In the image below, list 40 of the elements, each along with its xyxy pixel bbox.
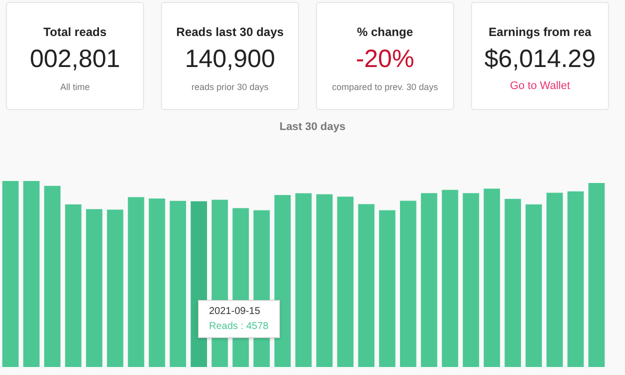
- bar: [274, 194, 291, 367]
- bar: [44, 186, 60, 367]
- bar: [379, 210, 396, 367]
- bar: [462, 193, 480, 367]
- bar: [23, 181, 40, 367]
- bar: [400, 200, 416, 367]
- bar: [358, 204, 374, 367]
- text: All time: [59, 82, 91, 92]
- bar: [2, 181, 19, 367]
- text: Earnings from rea: [488, 25, 592, 39]
- bar: [337, 196, 354, 367]
- chart-title: Last 30 days: [278, 121, 347, 133]
- bar: [420, 193, 438, 367]
- bar: [170, 200, 186, 367]
- bar: [588, 183, 605, 367]
- text: -20%: [354, 45, 416, 74]
- bar: [442, 190, 458, 367]
- bar: [128, 197, 144, 367]
- text: Reads last 30 days: [175, 25, 285, 39]
- annotation: 2021-09-15: [209, 306, 262, 317]
- bar: [567, 191, 584, 367]
- text: compared to prev. 30 days: [331, 82, 439, 92]
- annotation: Reads : 4578: [209, 321, 268, 332]
- bar: [86, 209, 102, 367]
- text: Go to Wallet: [508, 80, 572, 92]
- text: 140,900: [184, 45, 276, 74]
- text: Total reads: [42, 25, 108, 39]
- bar: [148, 198, 166, 367]
- text: $6,014.29: [483, 45, 597, 74]
- bar: [484, 188, 500, 367]
- bar: [504, 198, 521, 367]
- bar: [546, 192, 563, 367]
- bar: [106, 210, 124, 367]
- bar: [295, 193, 312, 367]
- text: % change: [356, 25, 414, 39]
- bar: [65, 204, 82, 367]
- text: reads prior 30 days: [190, 82, 270, 92]
- text: 002,801: [28, 45, 122, 74]
- bar: [526, 204, 542, 367]
- bar: [316, 194, 333, 367]
